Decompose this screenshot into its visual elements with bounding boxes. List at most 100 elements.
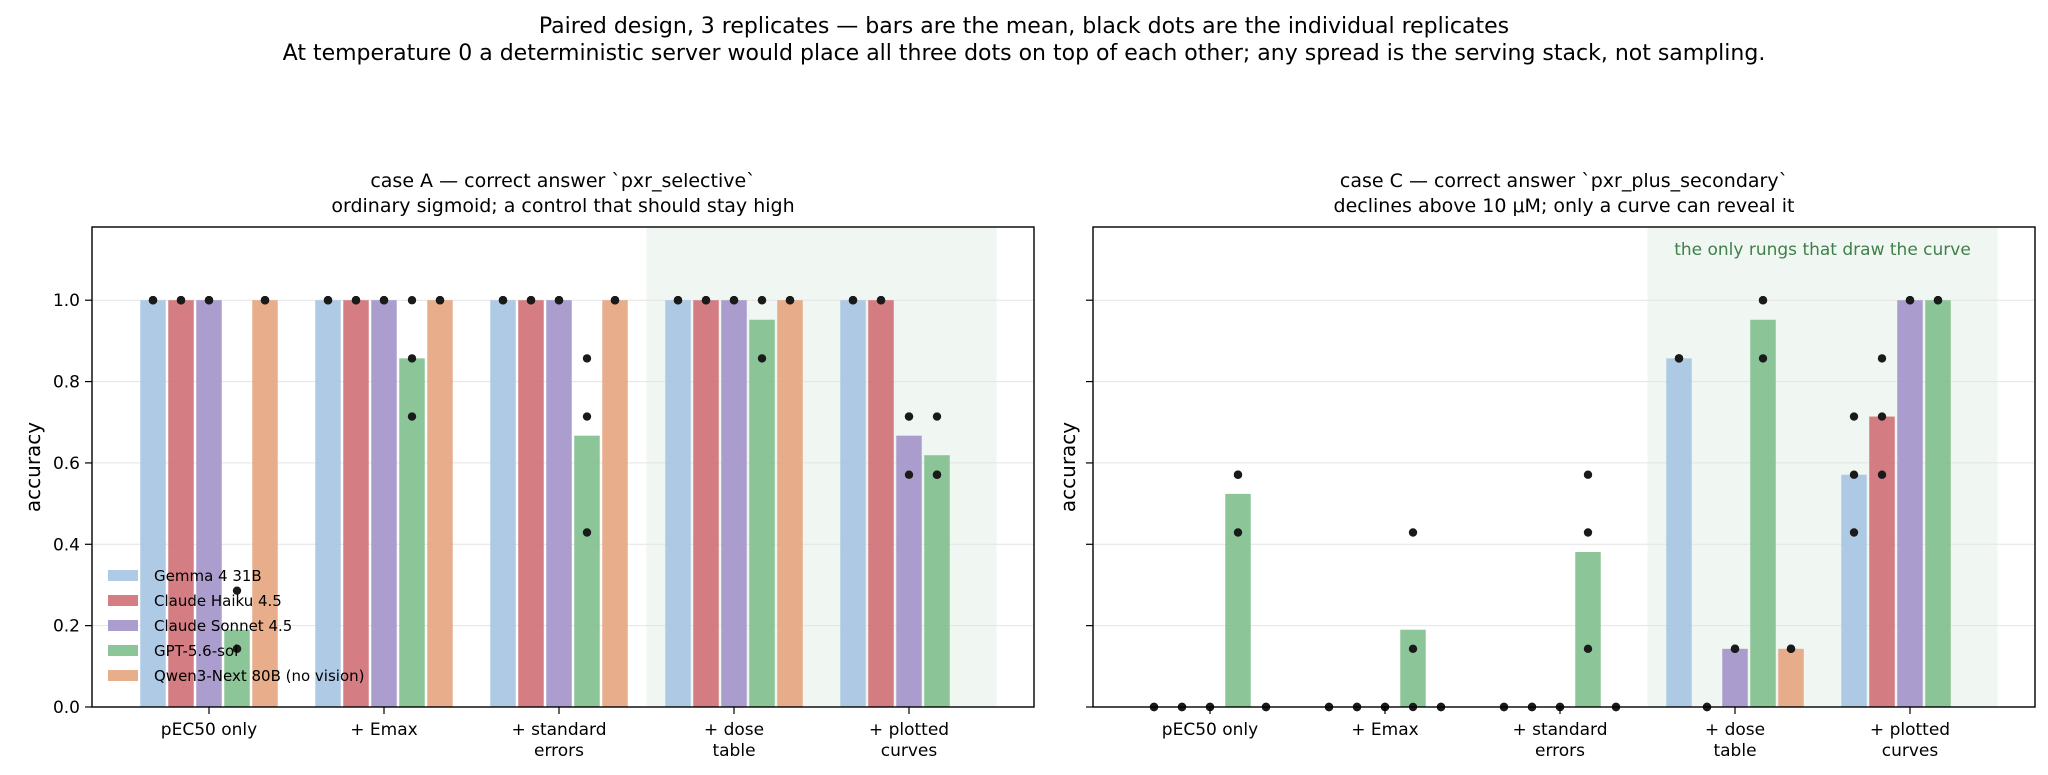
x-tick-label: table (712, 741, 755, 761)
bar-claude-sonnet-4-5 (721, 300, 747, 707)
replicate-dot (176, 296, 186, 305)
replicate-dot (1933, 296, 1943, 305)
replicate-dot (582, 354, 592, 363)
bar-claude-sonnet-4-5 (371, 300, 397, 707)
replicate-dot (1730, 644, 1740, 654)
x-tick-label: + plotted (1870, 720, 1950, 740)
replicate-dot (232, 586, 242, 595)
x-tick-label: + dose (704, 720, 764, 740)
x-tick-label: errors (534, 741, 584, 761)
x-tick-label: + plotted (869, 720, 949, 740)
bar-gpt-5-6-sol (924, 455, 950, 707)
axes-frame (91, 226, 1035, 708)
bar-claude-sonnet-4-5 (1722, 648, 1748, 707)
y-tick-label: 0.6 (53, 454, 80, 474)
replicate-dot (785, 296, 795, 305)
replicate-dot (1877, 354, 1887, 363)
x-tick-label: pEC50 only (161, 720, 257, 740)
replicate-dot (435, 296, 445, 305)
panel-title: case C — correct answer `pxr_plus_second… (1340, 170, 1788, 192)
bar-claude-haiku-4-5 (868, 300, 894, 707)
y-axis-label: accuracy (1056, 422, 1080, 512)
replicate-dot (260, 296, 270, 305)
replicate-dot (932, 470, 942, 479)
replicate-dot (407, 354, 417, 363)
y-tick-label: 0.2 (53, 617, 80, 637)
replicate-dot (1583, 644, 1593, 654)
legend-swatch (108, 570, 138, 581)
y-tick-label: 0.8 (53, 373, 80, 393)
replicate-dot (1877, 470, 1887, 479)
replicate-dot (701, 296, 711, 305)
x-tick-label: table (1713, 741, 1756, 761)
legend-label: Claude Sonnet 4.5 (154, 617, 292, 635)
bar-qwen3-next-80b-no-vision (427, 300, 453, 707)
bar-claude-haiku-4-5 (168, 300, 194, 707)
suptitle-line-1: Paired design, 3 replicates — bars are t… (539, 14, 1509, 39)
replicate-dot (498, 296, 508, 305)
y-tick-label: 0.0 (53, 698, 80, 718)
replicate-dot (1849, 412, 1859, 421)
replicate-dot (204, 296, 214, 305)
replicate-dot (904, 470, 914, 479)
y-tick-label: 0.4 (53, 535, 80, 555)
replicate-dot (1786, 644, 1796, 654)
legend-label: Qwen3-Next 80B (no vision) (154, 667, 365, 685)
y-axis-label: accuracy (21, 422, 45, 512)
replicate-dot (407, 296, 417, 305)
legend-swatch (108, 595, 138, 606)
bar-gpt-5-6-sol (1575, 552, 1601, 707)
replicate-dot (932, 412, 942, 421)
bar-gpt-5-6-sol (749, 319, 775, 707)
replicate-dot (757, 296, 767, 305)
replicate-dot (1408, 644, 1418, 654)
bar-gemma-4-31b (140, 300, 166, 707)
bar-gemma-4-31b (1841, 474, 1867, 707)
bar-claude-haiku-4-5 (518, 300, 544, 707)
replicate-dot (1583, 470, 1593, 479)
x-tick-label: + Emax (350, 720, 417, 740)
x-tick-label: + standard (511, 720, 606, 740)
highlight-label: the only rungs that draw the curve (1674, 240, 1971, 260)
replicate-dot (1758, 296, 1768, 305)
panel-subtitle: declines above 10 μM; only a curve can r… (1334, 195, 1795, 217)
legend-swatch (108, 620, 138, 631)
bar-claude-haiku-4-5 (1869, 416, 1895, 707)
x-tick-label: pEC50 only (1162, 720, 1258, 740)
bar-gemma-4-31b (315, 300, 341, 707)
bar-claude-haiku-4-5 (693, 300, 719, 707)
x-tick-label: + Emax (1351, 720, 1418, 740)
bar-claude-haiku-4-5 (343, 300, 369, 707)
bar-claude-sonnet-4-5 (896, 435, 922, 707)
replicate-dot (582, 528, 592, 537)
replicate-dot (232, 644, 242, 654)
x-tick-label: curves (1882, 741, 1939, 761)
bar-gpt-5-6-sol (574, 435, 600, 707)
replicate-dot (848, 296, 858, 305)
replicate-dot (1583, 528, 1593, 537)
x-tick-label: + standard (1512, 720, 1607, 740)
y-tick-label: 1.0 (53, 291, 80, 311)
legend-label: Gemma 4 31B (154, 567, 262, 585)
legend-swatch (108, 645, 138, 656)
replicate-dot (673, 296, 683, 305)
bar-qwen3-next-80b-no-vision (602, 300, 628, 707)
replicate-dot (323, 296, 333, 305)
bar-qwen3-next-80b-no-vision (252, 300, 278, 707)
panel-case-a: 0.0 0.2 0.4 0.6 0.8 1.0 accuracy pEC50 only + Em… (21, 170, 1035, 761)
bar-gpt-5-6-sol (1925, 300, 1951, 707)
bar-gemma-4-31b (1666, 358, 1692, 707)
replicate-dot (1905, 296, 1915, 305)
x-tick-label: errors (1535, 741, 1585, 761)
replicate-dot (876, 296, 886, 305)
bar-gemma-4-31b (665, 300, 691, 707)
legend-label: Claude Haiku 4.5 (154, 592, 282, 610)
bar-claude-sonnet-4-5 (196, 300, 222, 707)
suptitle-line-2: At temperature 0 a deterministic server … (283, 41, 1766, 66)
bar-gpt-5-6-sol (224, 629, 250, 707)
replicate-dot (1233, 470, 1243, 479)
replicate-dot (1408, 528, 1418, 537)
replicate-dot (148, 296, 158, 305)
replicate-dot (1233, 528, 1243, 537)
